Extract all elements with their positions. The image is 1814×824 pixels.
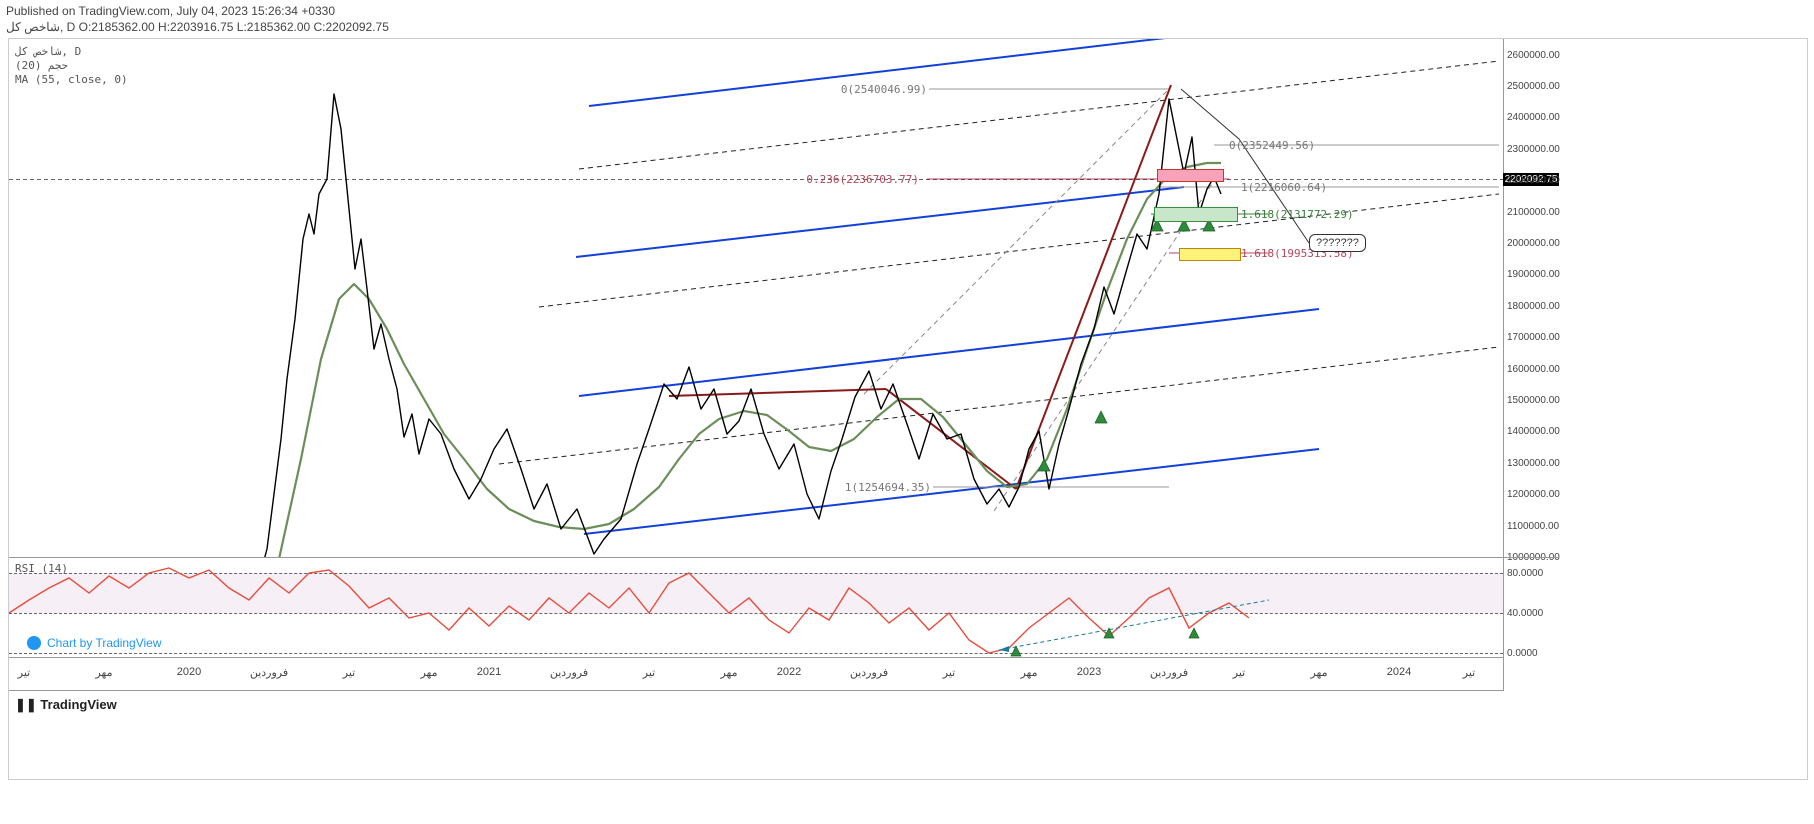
rsi-tick: 80.0000 <box>1507 568 1543 579</box>
time-tick: مهر <box>1020 666 1037 679</box>
time-tick: مهر <box>720 666 737 679</box>
price-tick: 2300000.00 <box>1507 144 1560 155</box>
time-tick: مهر <box>95 666 112 679</box>
watermark-text: Chart by TradingView <box>47 636 162 650</box>
publish-header: Published on TradingView.com, July 04, 2… <box>6 4 335 18</box>
chart-container: شاخص کل, D حجم (20) MA (55, close, 0) 0(… <box>8 38 1808 780</box>
price-tick: 2100000.00 <box>1507 207 1560 218</box>
price-tick: 2200000.00 <box>1507 175 1560 186</box>
time-tick: فروردین <box>1150 666 1188 679</box>
svg-text:0(2352449.56): 0(2352449.56) <box>1229 139 1315 152</box>
tradingview-logo-icon <box>27 636 41 650</box>
price-tick: 2500000.00 <box>1507 81 1560 92</box>
time-tick: 2020 <box>177 666 201 678</box>
rsi-pane[interactable]: RSI (14) Chart by TradingView <box>9 557 1504 658</box>
time-tick: مهر <box>420 666 437 679</box>
time-tick: تیر <box>943 666 955 679</box>
footer-text: ❚❚ TradingView <box>15 697 117 712</box>
rsi-tick: 0.0000 <box>1507 648 1538 659</box>
price-axis[interactable]: 2202092.75 1000000.001100000.001200000.0… <box>1503 39 1559 557</box>
time-tick: تیر <box>1463 666 1475 679</box>
svg-text:1(1254694.35): 1(1254694.35) <box>845 481 931 494</box>
highlight-zone <box>1154 207 1238 222</box>
rsi-tick: 40.0000 <box>1507 608 1543 619</box>
time-tick: تیر <box>18 666 30 679</box>
time-tick: 2023 <box>1077 666 1101 678</box>
price-tick: 2600000.00 <box>1507 50 1560 61</box>
price-tick: 1900000.00 <box>1507 269 1560 280</box>
highlight-zone <box>1157 169 1224 182</box>
time-tick: تیر <box>1233 666 1245 679</box>
main-svg: 0(2540046.99) 0(2352449.56) 0.236(2236703.… <box>9 39 1503 557</box>
price-tick: 1300000.00 <box>1507 458 1560 469</box>
svg-text:1.618(2131772.29): 1.618(2131772.29) <box>1241 208 1354 221</box>
svg-text:0.236(2236703.77): 0.236(2236703.77) <box>806 173 919 186</box>
time-tick: تیر <box>343 666 355 679</box>
price-tick: 2400000.00 <box>1507 112 1560 123</box>
svg-text:0(2540046.99): 0(2540046.99) <box>841 83 927 96</box>
rsi-axis[interactable]: 0.0000 40.0000 80.0000 <box>1503 557 1559 658</box>
price-tick: 1200000.00 <box>1507 489 1560 500</box>
highlight-zone <box>1179 248 1241 261</box>
time-tick: فروردین <box>250 666 288 679</box>
price-tick: 1600000.00 <box>1507 364 1560 375</box>
time-tick: 2024 <box>1387 666 1411 678</box>
rsi-svg <box>9 558 1503 658</box>
callout-box: ??????? <box>1309 234 1366 252</box>
main-price-pane[interactable]: شاخص کل, D حجم (20) MA (55, close, 0) 0(… <box>9 39 1504 557</box>
svg-text:1(2216060.64): 1(2216060.64) <box>1241 181 1327 194</box>
tradingview-watermark[interactable]: Chart by TradingView <box>27 636 162 650</box>
time-axis[interactable]: تیر مهر 2020 فروردین تیر مهر 2021 فروردین تیر مهر… <box>9 657 1504 691</box>
price-tick: 1500000.00 <box>1507 395 1560 406</box>
price-tick: 2000000.00 <box>1507 238 1560 249</box>
time-tick: مهر <box>1310 666 1327 679</box>
price-tick: 1400000.00 <box>1507 426 1560 437</box>
price-tick: 1700000.00 <box>1507 332 1560 343</box>
price-tick: 1100000.00 <box>1507 521 1559 532</box>
time-tick: 2022 <box>777 666 801 678</box>
ohlc-readout: شاخص کل, D O:2185362.00 H:2203916.75 L:2… <box>6 20 389 34</box>
time-tick: تیر <box>643 666 655 679</box>
price-tick: 1800000.00 <box>1507 301 1560 312</box>
time-tick: 2021 <box>477 666 501 678</box>
footer-brand: ❚❚ TradingView <box>9 689 1809 727</box>
time-tick: فروردین <box>850 666 888 679</box>
time-tick: فروردین <box>550 666 588 679</box>
